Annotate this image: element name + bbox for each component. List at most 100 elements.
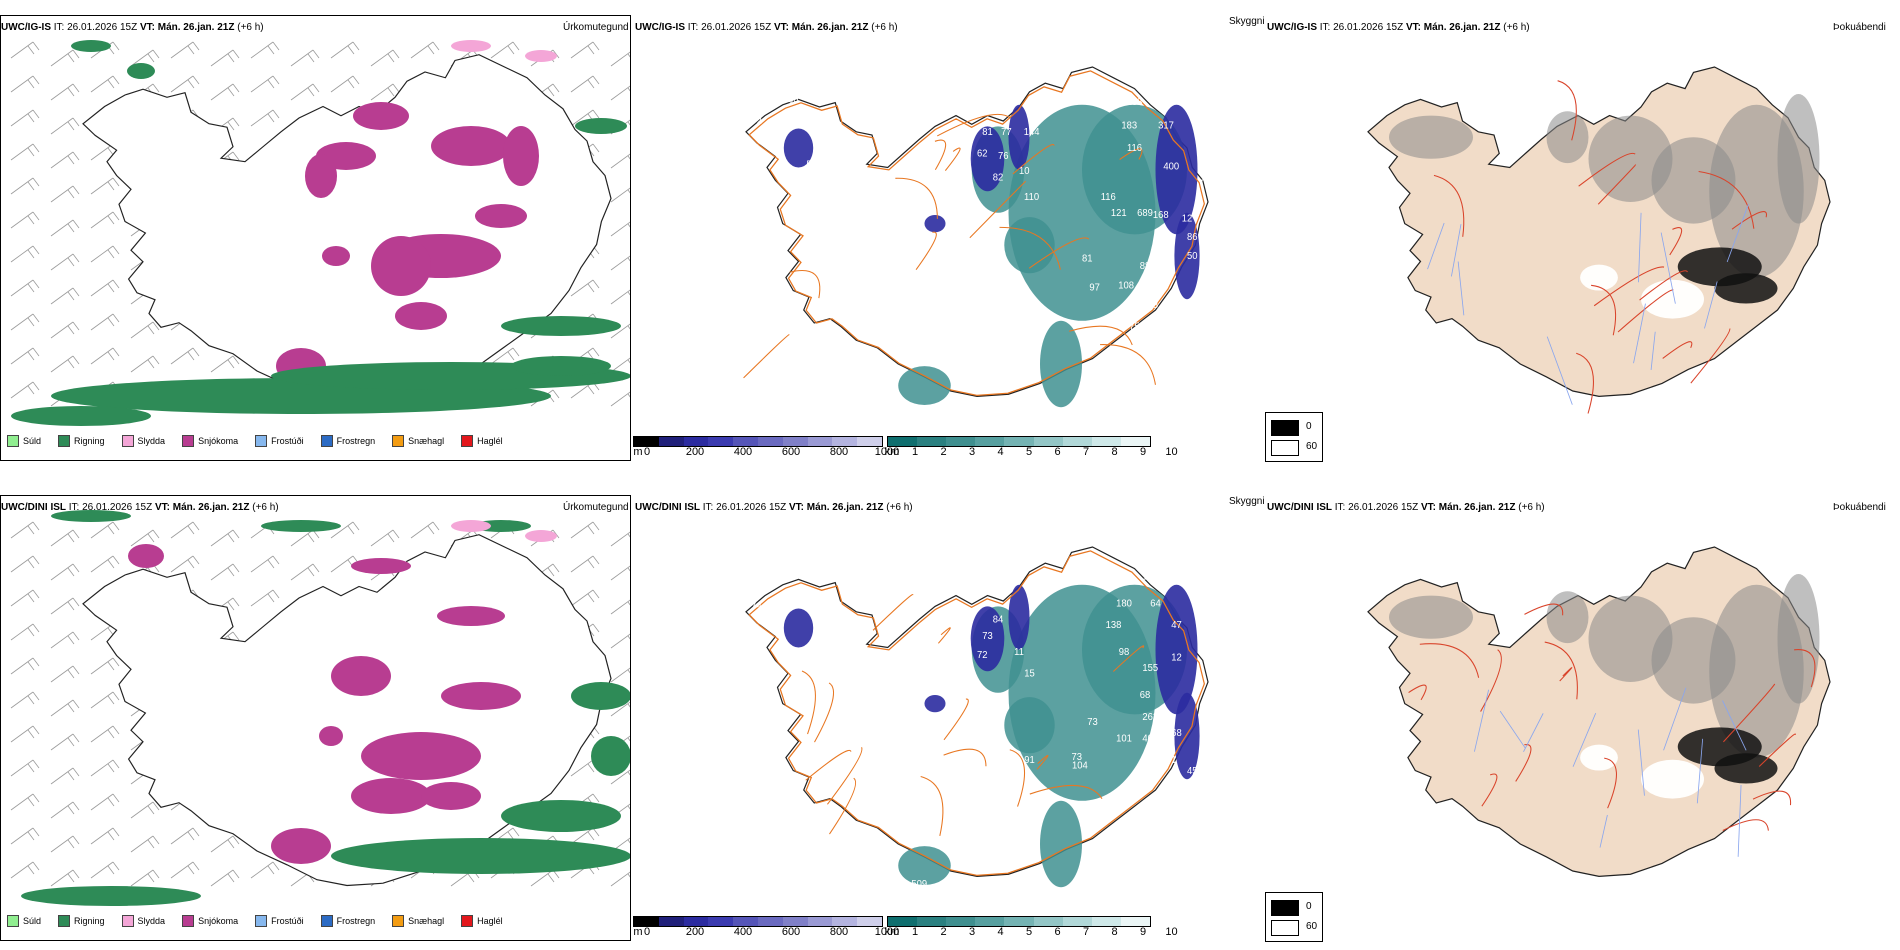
forecast-row-ig-is: UWC/IG-IS IT: 26.01.2026 15Z VT: Mán. 26… xyxy=(0,0,1900,470)
fog-legend: 0 60 xyxy=(1265,412,1323,462)
fog-panel-label: Þokuábendi xyxy=(1833,502,1886,513)
colorbar-tick: 2 xyxy=(940,926,947,938)
legend-label: Slydda xyxy=(137,436,166,446)
visibility-label: 262 xyxy=(1142,712,1158,723)
precip-areas xyxy=(11,40,630,426)
precip-areas xyxy=(21,510,630,906)
visibility-label: 155 xyxy=(1142,663,1158,674)
visibility-label: 102 xyxy=(1127,825,1143,836)
visibility-label: 11 xyxy=(1014,647,1024,658)
visibility-label: 76 xyxy=(1103,383,1114,394)
model-name: UWC/IG-IS xyxy=(635,22,685,33)
colorbar-tick: 8 xyxy=(1111,446,1118,458)
legend-label: Frostúði xyxy=(271,916,304,926)
colorbar-tick: 10 xyxy=(1165,926,1178,938)
it-label: IT: xyxy=(1319,22,1331,33)
colorbar-metres xyxy=(633,916,883,927)
visibility-label: 72 xyxy=(756,582,767,593)
visibility-label: 74 xyxy=(751,600,762,611)
visibility-label: 66 xyxy=(966,86,977,97)
visibility-label: 404 xyxy=(1142,733,1158,744)
vt-time: Mán. 26.jan. 21Z xyxy=(172,502,250,513)
visibility-label: 74 xyxy=(1176,780,1187,791)
legend-item: Snæhagl xyxy=(387,915,444,927)
panel-title: UWC/IG-IS IT: 26.01.2026 15Z VT: Mán. 26… xyxy=(1267,22,1530,33)
visibility-label: 39 xyxy=(1208,633,1219,644)
colorbar-tick: 7 xyxy=(1082,446,1090,458)
vt-time: Mán. 26.jan. 21Z xyxy=(157,22,235,33)
forecast-row-dini: UWC/DINI ISL IT: 26.01.2026 15Z VT: Mán.… xyxy=(0,480,1900,950)
visibility-label: 121 xyxy=(1111,208,1127,219)
fog-panel-label: Þokuábendi xyxy=(1833,22,1886,33)
legend-item: Rigning xyxy=(53,915,105,927)
roads xyxy=(748,550,1205,877)
precip-type-panel: UWC/DINI ISL IT: 26.01.2026 15Z VT: Mán.… xyxy=(0,480,633,950)
visibility-label: 73 xyxy=(1071,752,1082,763)
visibility-label: 483 xyxy=(938,895,954,906)
colorbar-tick: 4 xyxy=(997,446,1004,458)
visibility-label: 136 xyxy=(1200,172,1216,183)
legend-label: Haglél xyxy=(477,436,503,446)
colorbar-tick: 1 xyxy=(911,926,919,938)
fog-legend-white-swatch xyxy=(1271,920,1299,936)
rivers xyxy=(1427,204,1749,405)
colorbar-tick: 5 xyxy=(1025,446,1033,458)
colorbar-tick: 1000 xyxy=(874,926,900,938)
visibility-areas xyxy=(783,104,1200,408)
vt-time: Mán. 26.jan. 21Z xyxy=(791,22,869,33)
visibility-label: 53 xyxy=(1208,652,1219,663)
visibility-label: 82 xyxy=(993,172,1004,183)
visibility-label: 79 xyxy=(982,564,993,575)
legend-swatch xyxy=(58,435,71,447)
legend-label: Súld xyxy=(23,436,42,446)
colorbar-tick: 6 xyxy=(1054,446,1061,458)
visibility-label: 68 xyxy=(1140,690,1151,701)
visibility-label: 104 xyxy=(1072,760,1088,771)
visibility-label: 79 xyxy=(1203,154,1214,165)
visibility-label: 138 xyxy=(1106,620,1122,631)
colorbar-tick: 600 xyxy=(781,926,801,938)
vt-label: VT: xyxy=(1405,22,1421,33)
visibility-label: 71 xyxy=(1208,196,1219,207)
fog-legend-black-label: 0 xyxy=(1306,421,1312,432)
visibility-label: 183 xyxy=(1142,300,1158,311)
it-label: IT: xyxy=(68,502,80,513)
legend-label: Frostregn xyxy=(336,436,376,446)
legend-label: Snjókoma xyxy=(198,436,239,446)
visibility-label: 47 xyxy=(1171,620,1182,631)
visibility-label: 61 xyxy=(1166,755,1177,766)
precip-type-panel: UWC/IG-IS IT: 26.01.2026 15Z VT: Mán. 26… xyxy=(0,0,633,470)
visibility-label: 84 xyxy=(993,614,1004,625)
visibility-label: 76 xyxy=(998,151,1009,162)
visibility-label: 75 xyxy=(1129,321,1140,332)
colorbar-tick: 200 xyxy=(685,926,705,938)
legend-label: Frostúði xyxy=(271,436,304,446)
colorbar-km xyxy=(887,436,1151,447)
rivers xyxy=(1474,687,1747,857)
legend-swatch xyxy=(461,915,474,927)
visibility-label: 168 xyxy=(1153,210,1169,221)
legend-item: Súld xyxy=(2,435,41,447)
fog-indicator-panel: UWC/DINI ISL IT: 26.01.2026 15Z VT: Mán.… xyxy=(1265,480,1900,950)
colorbar-tick: 800 xyxy=(829,926,849,938)
colorbar-tick: 400 xyxy=(733,926,753,938)
it-time: 26.01.2026 15Z xyxy=(1333,22,1404,33)
legend-item: Slydda xyxy=(117,435,166,447)
visibility-label: 62 xyxy=(1140,372,1151,383)
lead-time: (+6 h) xyxy=(886,502,913,513)
legend-label: Snjókoma xyxy=(198,916,239,926)
legend-item: Rigning xyxy=(53,435,105,447)
panel-title: UWC/DINI ISL IT: 26.01.2026 15Z VT: Mán.… xyxy=(1,502,279,513)
lead-time: (+6 h) xyxy=(1518,502,1545,513)
legend-item: Snjókoma xyxy=(177,915,238,927)
it-label: IT: xyxy=(687,22,699,33)
legend-item: Frostúði xyxy=(250,435,304,447)
lead-time: (+6 h) xyxy=(237,22,264,33)
visibility-labels: 163 66 72 5 81 77 144 62 76 82 10 110 66 138 183 317 116… xyxy=(751,86,1218,423)
fog-map xyxy=(1367,546,1831,878)
legend-swatch xyxy=(392,435,405,447)
visibility-label: 177 xyxy=(1142,571,1158,582)
legend-label: Rigning xyxy=(74,436,105,446)
visibility-label: 144 xyxy=(1024,127,1040,138)
